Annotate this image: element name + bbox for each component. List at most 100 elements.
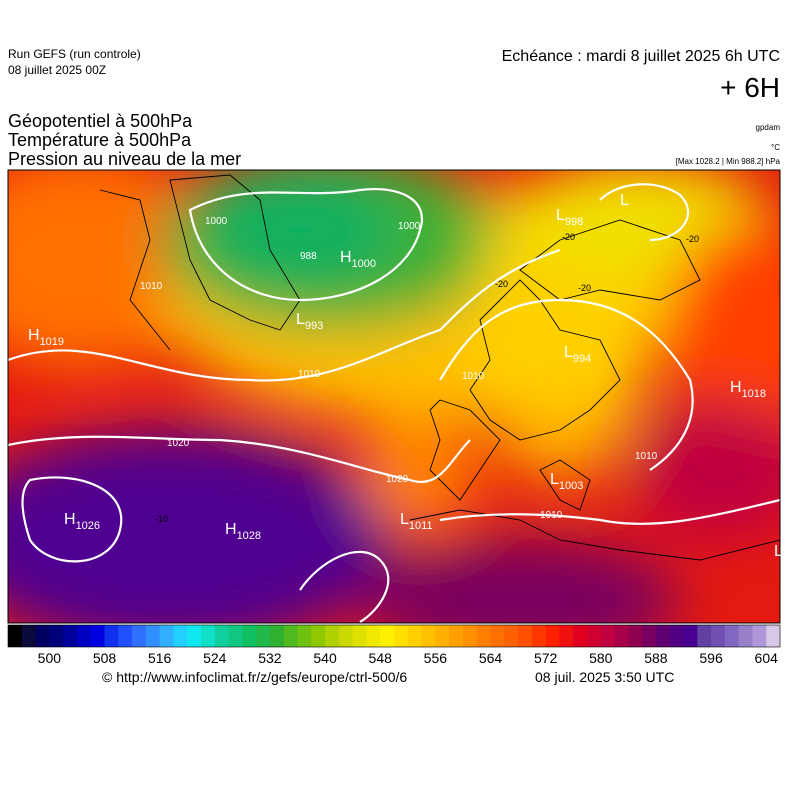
color-swatch — [269, 625, 285, 647]
color-swatch — [504, 625, 519, 647]
temperature-label: -20 — [495, 279, 508, 289]
color-swatch — [531, 625, 547, 647]
color-swatch — [76, 625, 92, 647]
color-swatch — [435, 625, 450, 647]
color-swatch — [380, 625, 395, 647]
color-swatch — [49, 625, 64, 647]
color-swatch — [90, 625, 105, 647]
color-swatch — [118, 625, 133, 647]
center: L — [620, 192, 629, 209]
scale-tick-label: 524 — [203, 650, 227, 666]
isobar-label: 1010 — [462, 371, 485, 382]
isobar-label: 1000 — [205, 216, 228, 227]
color-swatch — [766, 625, 781, 647]
color-swatch — [559, 625, 574, 647]
color-swatch — [35, 625, 50, 647]
scale-tick-label: 564 — [479, 650, 503, 666]
isobar-label: 1000 — [398, 221, 421, 232]
scale-tick-label: 508 — [93, 650, 117, 666]
color-swatch — [297, 625, 312, 647]
isobar-label: 1020 — [167, 438, 190, 449]
color-swatch — [642, 625, 657, 647]
color-swatch — [21, 625, 37, 647]
center: H1028 — [225, 521, 261, 542]
color-swatch — [683, 625, 698, 647]
color-swatch — [490, 625, 505, 647]
scale-tick-label: 516 — [148, 650, 172, 666]
center: L998 — [556, 207, 583, 228]
center: L1011 — [400, 511, 433, 532]
title: Pression au niveau de la mer — [8, 149, 241, 169]
color-swatch — [338, 625, 354, 647]
color-swatch — [311, 625, 326, 647]
run: Run GEFS (run controle) — [8, 47, 141, 61]
color-swatch — [752, 625, 767, 647]
isobar-label: 1010 — [140, 281, 163, 292]
step: + 6H — [720, 72, 780, 103]
temperature-label: -20 — [578, 283, 591, 293]
scale-tick-label: 548 — [369, 650, 393, 666]
color-swatch — [201, 625, 216, 647]
color-swatch — [545, 625, 560, 647]
color-swatch — [587, 625, 602, 647]
temperature-label: -20 — [686, 234, 699, 244]
center: L — [774, 543, 783, 560]
title: Température à 500hPa — [8, 130, 192, 150]
color-swatch — [573, 625, 588, 647]
run-date: 08 juillet 2025 00Z — [8, 63, 106, 77]
center: L994 — [564, 344, 591, 365]
color-swatch — [462, 625, 478, 647]
isobar-labels: 1020 1010 1000 988 1000 1010 1020 1010 1… — [140, 216, 699, 524]
color-swatch — [352, 625, 367, 647]
scale-tick-label: 580 — [589, 650, 613, 666]
footer-time: 08 juil. 2025 3:50 UTC — [535, 669, 674, 685]
unit: gpdam — [756, 123, 781, 132]
scale-tick-label: 540 — [313, 650, 337, 666]
color-swatch — [518, 625, 533, 647]
color-swatch — [476, 625, 491, 647]
color-swatch — [173, 625, 188, 647]
temperature-label: -20 — [562, 232, 575, 242]
color-swatch — [214, 625, 230, 647]
color-scale-frame — [7, 624, 781, 648]
center: H1000 — [340, 249, 376, 270]
color-swatch — [655, 625, 671, 647]
footer-url: © http://www.infoclimat.fr/z/gefs/europe… — [102, 669, 407, 685]
map-frame — [7, 169, 781, 624]
color-swatch — [145, 625, 161, 647]
color-swatch — [256, 625, 271, 647]
scale-tick-label: 604 — [755, 650, 779, 666]
center: L993 — [296, 311, 323, 332]
color-swatch — [8, 625, 23, 647]
scale-tick-label: 500 — [38, 650, 62, 666]
scale-tick-label: 532 — [258, 650, 282, 666]
color-swatch — [628, 625, 643, 647]
isobar-label: 1010 — [540, 510, 563, 521]
temperature-label: -10 — [155, 514, 168, 524]
scale-tick-label: 596 — [699, 650, 723, 666]
center: H1019 — [28, 327, 64, 348]
color-swatch — [242, 625, 257, 647]
color-swatch — [614, 625, 629, 647]
pressure-range: [Max 1028.2 | Min 988.2] hPa — [676, 157, 781, 166]
center: H1018 — [730, 379, 766, 400]
color-swatch — [132, 625, 147, 647]
color-swatch — [600, 625, 616, 647]
color-swatch — [697, 625, 712, 647]
isobar-label: 1010 — [635, 451, 658, 462]
scale-tick-label: 572 — [534, 650, 558, 666]
color-swatch — [724, 625, 740, 647]
map — [8, 170, 780, 623]
color-swatch — [421, 625, 436, 647]
color-swatch — [449, 625, 464, 647]
color-swatch — [366, 625, 381, 647]
color-swatch — [228, 625, 243, 647]
isobar-label: 1020 — [386, 474, 409, 485]
color-swatch — [104, 625, 119, 647]
isobar-label: 1010 — [298, 369, 321, 380]
color-scale: 500 508 516 524 532 540 548 556 564 572 580 588 596 6… — [7, 624, 781, 666]
isobar-label: 988 — [300, 251, 317, 262]
color-swatch — [187, 625, 202, 647]
color-swatch — [407, 625, 423, 647]
